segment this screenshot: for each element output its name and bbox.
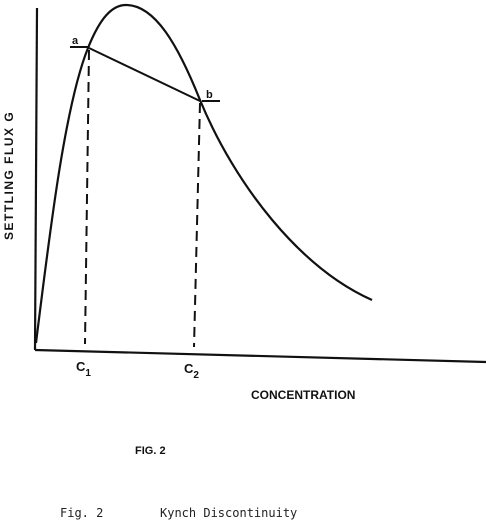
tick-c1-sub: 1	[85, 368, 91, 379]
x-axis-label: CONCENTRATION	[251, 388, 355, 402]
tick-c2-base: C	[184, 361, 194, 376]
tick-c1-label: C1	[76, 359, 91, 379]
fig-label: FIG. 2	[135, 445, 166, 457]
tick-c1-base: C	[76, 359, 86, 374]
flux-curve	[34, 3, 373, 344]
caption-prefix: Fig. 2	[60, 506, 103, 520]
c1-dashed-line	[84, 49, 90, 345]
c2-dashed-line	[193, 102, 201, 348]
point-a-label: a	[72, 35, 79, 47]
y-axis-label: SETTLING FLUX G	[2, 111, 16, 240]
y-axis	[33, 7, 39, 351]
tick-c2-sub: 2	[193, 370, 199, 381]
point-b-label: b	[206, 89, 213, 101]
chord-line	[88, 47, 201, 102]
x-axis	[34, 348, 486, 364]
caption-title: Kynch Discontinuity	[160, 506, 297, 520]
tick-c2-label: C2	[184, 361, 199, 381]
